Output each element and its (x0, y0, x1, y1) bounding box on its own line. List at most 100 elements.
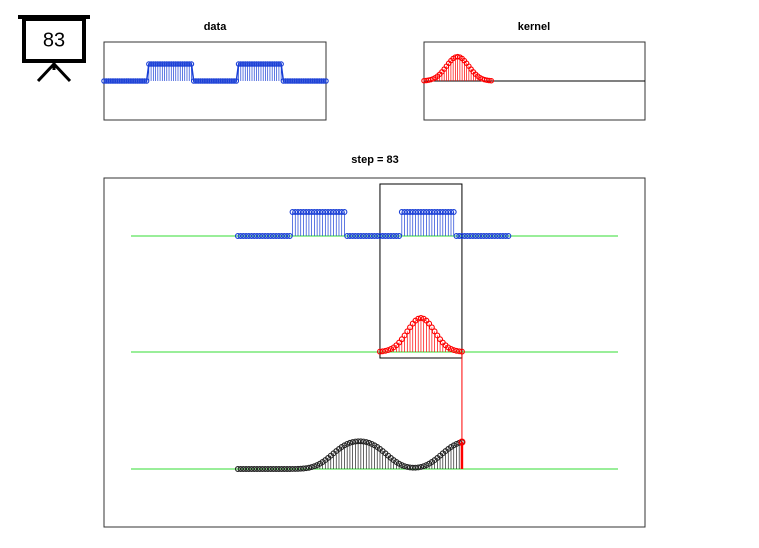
stem-marker (278, 466, 285, 472)
stem-marker (188, 61, 195, 67)
stem (270, 466, 277, 472)
stem (464, 233, 471, 239)
stem (445, 60, 452, 81)
stem (264, 466, 271, 472)
stem (450, 55, 456, 81)
stem-marker (264, 466, 271, 472)
stem (472, 233, 479, 239)
stem-marker (387, 233, 394, 239)
stem-marker (344, 233, 351, 239)
stem (259, 466, 266, 472)
stem (390, 233, 397, 239)
stem (254, 233, 260, 239)
stem (368, 233, 375, 239)
stem-marker (486, 77, 492, 84)
easel-leg (52, 62, 72, 83)
stem (379, 233, 386, 239)
stem (404, 328, 411, 352)
stem-marker (401, 463, 408, 470)
stem (237, 233, 244, 239)
stem (262, 466, 269, 472)
stem-marker (458, 233, 465, 239)
stem-marker (251, 466, 258, 472)
stem (254, 466, 260, 472)
stem (407, 324, 413, 352)
stem (366, 439, 372, 469)
stem-marker (505, 233, 512, 239)
stem-marker (453, 347, 460, 354)
stem (278, 466, 285, 472)
stem-marker (278, 61, 284, 67)
stem-marker (363, 233, 370, 239)
stem-marker (469, 233, 476, 239)
stem (284, 466, 291, 472)
stem (478, 233, 485, 239)
stem (387, 233, 394, 239)
stem (245, 233, 252, 239)
stem-marker (456, 233, 463, 239)
stem (458, 438, 466, 469)
stem (417, 315, 424, 352)
stem-marker (385, 233, 392, 239)
stem-marker (390, 233, 397, 239)
stem (344, 233, 351, 239)
stem-marker (374, 233, 381, 239)
stem-marker (352, 233, 359, 239)
stem-marker (248, 466, 255, 472)
stem (278, 233, 285, 239)
stem-marker (254, 466, 260, 472)
axes-box (103, 177, 646, 528)
stem (234, 233, 241, 239)
stem (281, 233, 288, 239)
stem-marker (262, 466, 269, 472)
stem-marker (483, 233, 490, 239)
easel-icon: 83 (18, 15, 90, 83)
easel-leg (36, 62, 56, 83)
kernel-window (379, 183, 463, 359)
stem-marker (231, 78, 237, 84)
stem-marker (284, 233, 291, 239)
stem-marker (270, 233, 277, 239)
stem-marker (360, 438, 367, 445)
stem (323, 78, 329, 84)
data-line (104, 63, 326, 82)
stem (450, 442, 457, 469)
stem-marker (426, 320, 433, 327)
stem-marker (398, 462, 405, 469)
stem-marker (275, 466, 282, 472)
stem (344, 440, 351, 469)
stem-marker (321, 78, 327, 84)
stem (248, 233, 255, 239)
stem (461, 233, 468, 239)
stem-marker (267, 233, 274, 239)
stem (275, 466, 282, 472)
stem-marker (259, 466, 266, 472)
stem-marker (281, 466, 288, 472)
stem (448, 57, 454, 81)
stem (267, 466, 274, 472)
stem-marker (245, 466, 252, 472)
stem-marker (458, 438, 466, 446)
stem (409, 320, 416, 352)
stem-marker (243, 466, 250, 472)
stem-marker (262, 233, 269, 239)
stem-marker (499, 233, 506, 239)
stem-marker (377, 233, 383, 239)
stem (499, 233, 506, 239)
stem (141, 78, 148, 84)
stem-marker (363, 439, 370, 446)
stem-marker (323, 78, 329, 84)
stem-marker (464, 233, 471, 239)
stem-marker (428, 324, 435, 331)
stem-marker (346, 233, 353, 239)
stem (256, 466, 263, 472)
stem-marker (472, 233, 479, 239)
chart-title: data (204, 21, 228, 33)
chart-title: kernel (518, 21, 550, 33)
stem (234, 466, 241, 472)
stem (458, 233, 465, 239)
stem-marker (368, 233, 375, 239)
stem (469, 233, 476, 239)
stem-marker (270, 466, 277, 472)
